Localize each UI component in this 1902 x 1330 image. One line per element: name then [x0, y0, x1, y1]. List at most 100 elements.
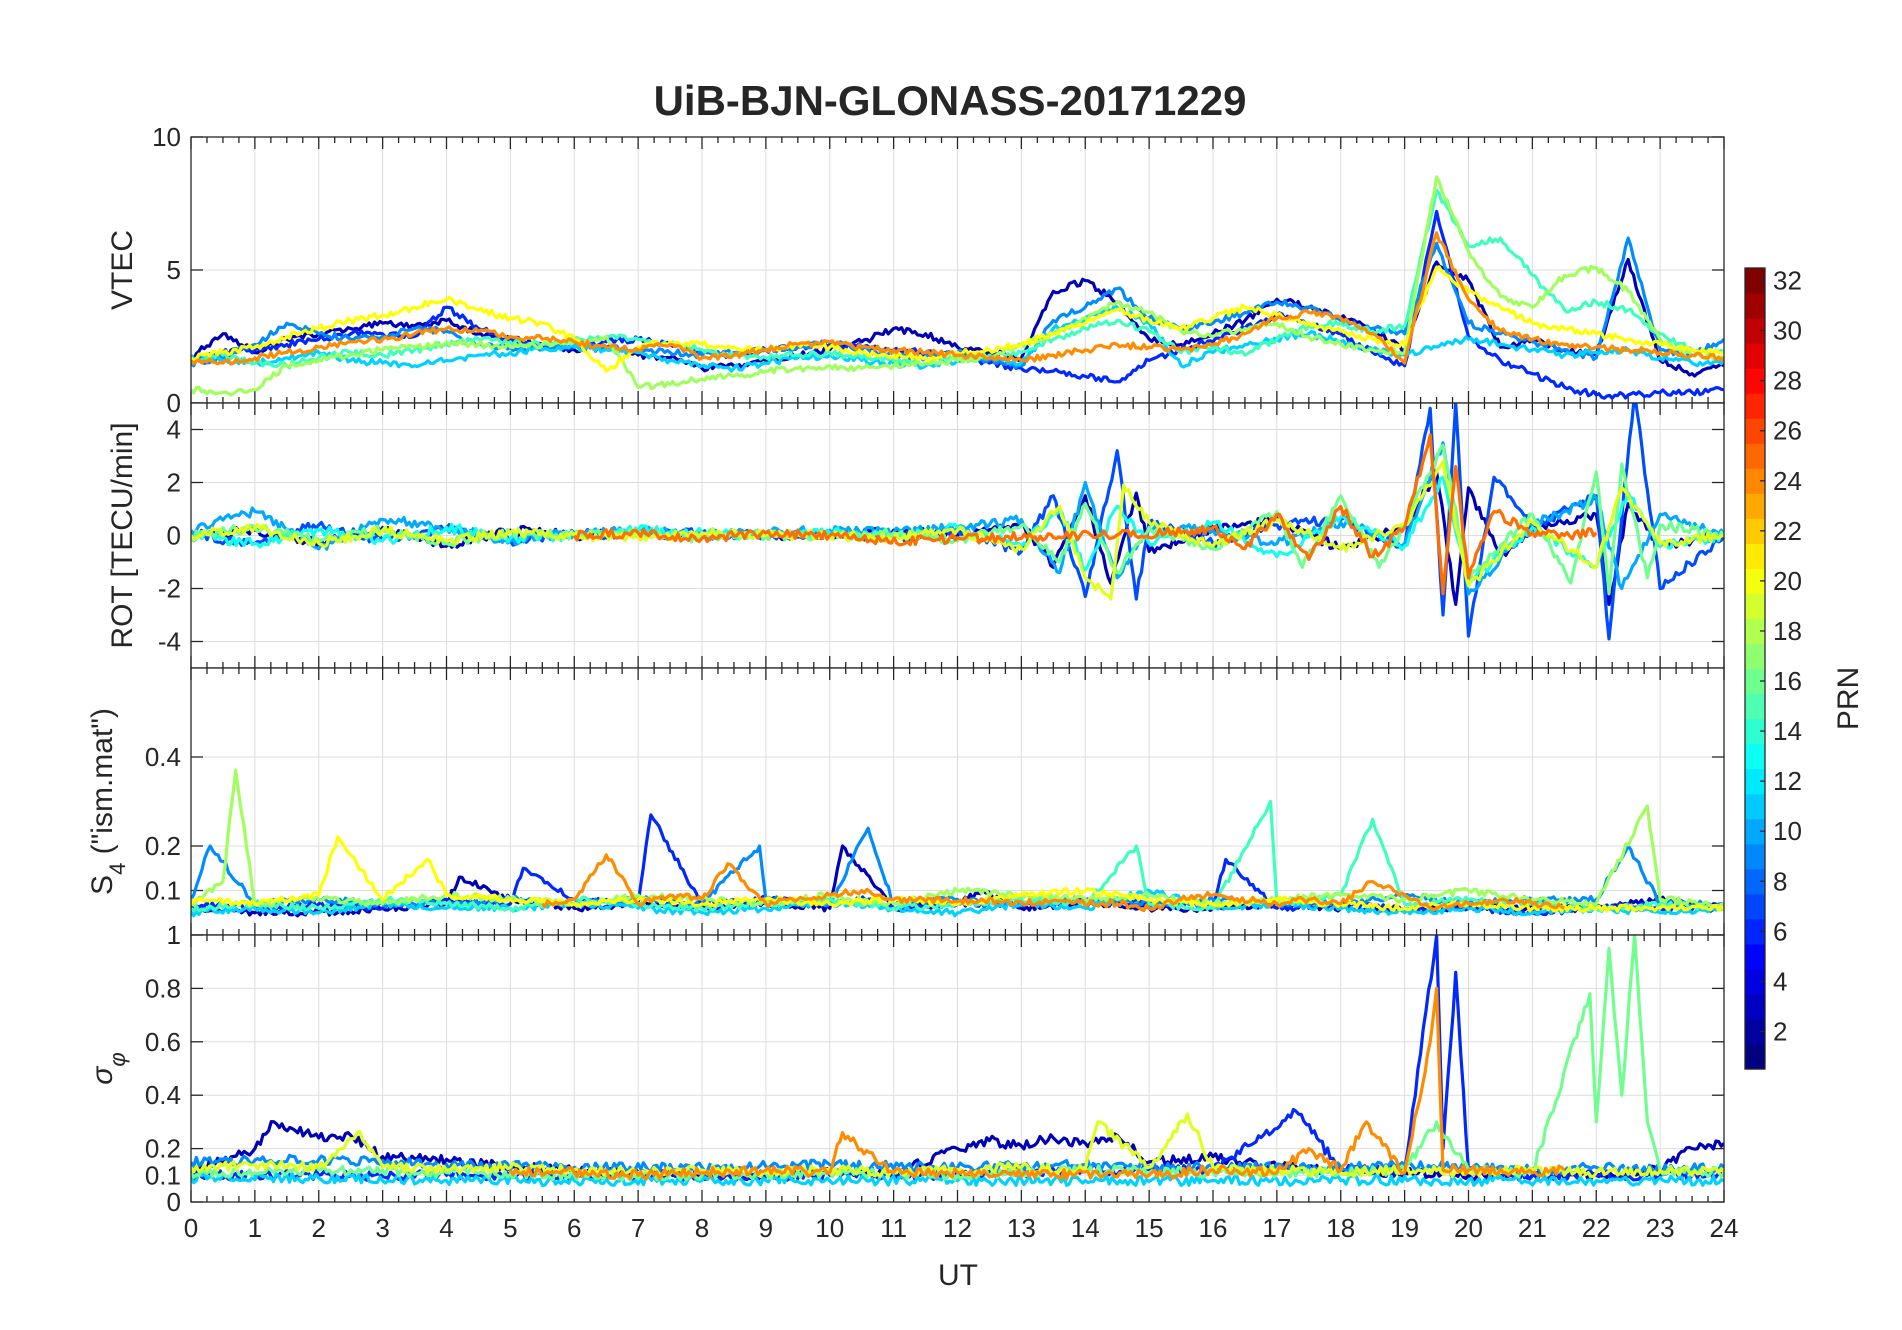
- y-tick-label: 0: [167, 388, 181, 418]
- y-tick-label: 0.1: [145, 1160, 181, 1190]
- x-tick-label: 10: [815, 1213, 844, 1243]
- colorbar-tick-label: 32: [1773, 266, 1802, 296]
- colorbar-frame: [1744, 267, 1766, 1070]
- series-prn-2: [191, 1120, 1724, 1182]
- colorbar-swatch: [1745, 293, 1765, 319]
- x-tick-label: 17: [1262, 1213, 1291, 1243]
- x-tick-label: 6: [567, 1213, 581, 1243]
- series-prn-2: [191, 257, 1724, 378]
- panel-2: -4 -2 0 2 4 ROT [TECU/min]: [106, 402, 1725, 669]
- x-tick-label: 14: [1071, 1213, 1100, 1243]
- colorbar-swatch: [1745, 718, 1765, 745]
- colorbar-tick-label: 30: [1773, 316, 1802, 346]
- y-tick-label: 10: [152, 122, 181, 152]
- panel-3: 0.1 0.2 0.4 S4 ("ism.mat"): [86, 667, 1725, 936]
- y-tick-label: 0.6: [145, 1027, 181, 1057]
- colorbar-swatch: [1745, 643, 1765, 670]
- y-tick-label: -4: [158, 627, 181, 657]
- colorbar-swatch: [1745, 893, 1765, 920]
- x-tick-label: 23: [1646, 1213, 1675, 1243]
- series-group: [191, 403, 1724, 641]
- colorbar-swatch: [1745, 318, 1765, 344]
- x-tick-label: 1: [248, 1213, 262, 1243]
- y-tick-label: 2: [167, 468, 181, 498]
- colorbar-tick-label: 10: [1773, 816, 1802, 846]
- colorbar-tick-label: 8: [1773, 866, 1787, 896]
- x-tick-label: 3: [375, 1213, 389, 1243]
- x-tick-label: 5: [503, 1213, 517, 1243]
- chart-title: UiB-BJN-GLONASS-20171229: [654, 77, 1247, 124]
- series-prn-12: [191, 888, 1724, 918]
- x-axis-label: UT: [938, 1259, 978, 1292]
- y-axis-label: VTEC: [106, 230, 139, 310]
- x-tick-label: 20: [1454, 1213, 1483, 1243]
- x-tick-label: 2: [312, 1213, 326, 1243]
- x-tick-label: 13: [1007, 1213, 1036, 1243]
- y-tick-label: 0: [167, 1187, 181, 1217]
- x-tick-label: 9: [759, 1213, 773, 1243]
- y-tick-label: -2: [158, 574, 181, 604]
- colorbar-swatch: [1745, 368, 1765, 394]
- series-prn-20: [191, 265, 1724, 373]
- x-tick-label: 4: [439, 1213, 453, 1243]
- x-tick-label: 7: [631, 1213, 645, 1243]
- colorbar-swatch: [1745, 693, 1765, 720]
- colorbar-tick-label: 12: [1773, 766, 1802, 796]
- colorbar-swatch: [1745, 393, 1765, 419]
- x-tick-label: 0: [184, 1213, 198, 1243]
- y-tick-label: 0.4: [145, 742, 181, 772]
- series-prn-23: [508, 986, 1566, 1181]
- y-tick-label: 0.1: [145, 876, 181, 906]
- colorbar-tick-label: 24: [1773, 466, 1802, 496]
- colorbar-tick-label: 26: [1773, 416, 1802, 446]
- colorbar-tick-label: 20: [1773, 566, 1802, 596]
- panel-frame: [190, 934, 1725, 1203]
- y-tick-label: 0.2: [145, 1134, 181, 1164]
- colorbar-tick-label: 6: [1773, 916, 1787, 946]
- x-tick-label: 18: [1326, 1213, 1355, 1243]
- colorbar-tick-label: 28: [1773, 366, 1802, 396]
- colorbar-tick-label: 18: [1773, 616, 1802, 646]
- colorbar-swatch: [1745, 918, 1765, 945]
- x-tick-label: 16: [1199, 1213, 1228, 1243]
- y-axis-label: ROT [TECU/min]: [106, 422, 139, 648]
- grid: [190, 403, 1725, 668]
- series-prn-19: [191, 459, 1724, 601]
- colorbar-swatch: [1745, 768, 1765, 795]
- colorbar-swatch: [1745, 968, 1765, 995]
- x-tick-label: 24: [1710, 1213, 1739, 1243]
- panel-1: 0 5 10 VTEC: [106, 122, 1725, 418]
- colorbar-swatch: [1745, 518, 1765, 544]
- colorbar-tick-label: 14: [1773, 716, 1802, 746]
- colorbar-swatch: [1745, 618, 1765, 645]
- x-tick-label: 22: [1582, 1213, 1611, 1243]
- x-tick-label: 8: [695, 1213, 709, 1243]
- colorbar-swatch: [1745, 268, 1765, 294]
- colorbar-swatch: [1745, 593, 1765, 620]
- y-tick-label: 0.8: [145, 973, 181, 1003]
- y-tick-label: 0.2: [145, 831, 181, 861]
- series-prn-23: [191, 231, 1724, 366]
- x-tick-label: 12: [943, 1213, 972, 1243]
- y-tick-label: 0.4: [145, 1080, 181, 1110]
- series-prn-17: [191, 175, 1724, 397]
- colorbar-tick-label: 22: [1773, 516, 1802, 546]
- colorbar-swatch: [1745, 843, 1765, 870]
- x-tick-label: 19: [1390, 1213, 1419, 1243]
- colorbar-label: PRN: [1832, 667, 1865, 730]
- colorbar-swatch: [1745, 818, 1765, 845]
- colorbar-swatch: [1745, 868, 1765, 895]
- colorbar-swatch: [1745, 543, 1765, 569]
- colorbar-swatch: [1745, 418, 1765, 444]
- series-prn-24: [572, 433, 1598, 596]
- x-tick-label: 21: [1518, 1213, 1547, 1243]
- colorbar-swatch: [1745, 668, 1765, 695]
- series-prn-12: [191, 1171, 1724, 1187]
- colorbar-tick-label: 2: [1773, 1016, 1787, 1046]
- y-tick-label: 0: [167, 521, 181, 551]
- y-tick-label: 1: [167, 920, 181, 950]
- colorbar-swatch: [1745, 1018, 1765, 1045]
